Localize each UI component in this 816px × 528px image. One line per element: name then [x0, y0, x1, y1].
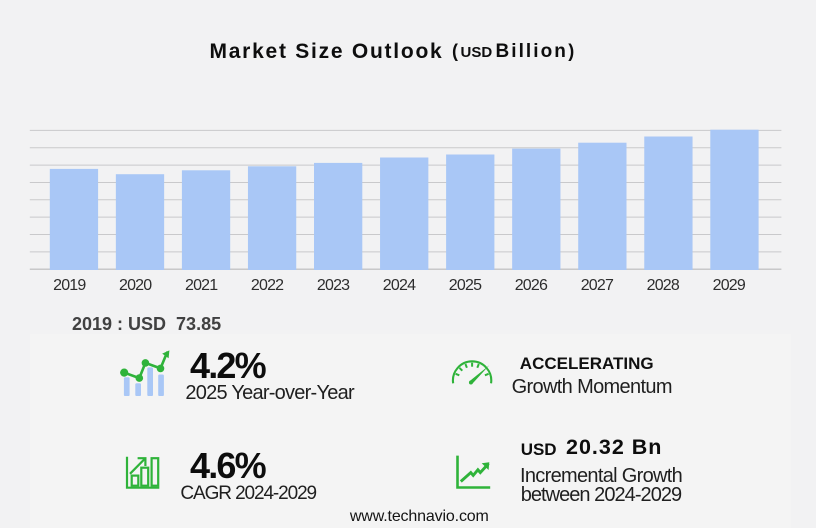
- svg-text:2023: 2023: [317, 277, 350, 294]
- svg-text:2029: 2029: [713, 277, 746, 294]
- svg-text:2020: 2020: [119, 277, 152, 294]
- svg-text:2021: 2021: [185, 277, 218, 294]
- svg-text:2026: 2026: [515, 277, 548, 294]
- svg-text:2028: 2028: [647, 277, 680, 294]
- svg-text:2027: 2027: [581, 277, 614, 294]
- svg-text:2024: 2024: [383, 277, 416, 294]
- svg-text:2019: 2019: [53, 277, 86, 294]
- svg-text:2022: 2022: [251, 277, 284, 294]
- svg-text:2025: 2025: [449, 277, 482, 294]
